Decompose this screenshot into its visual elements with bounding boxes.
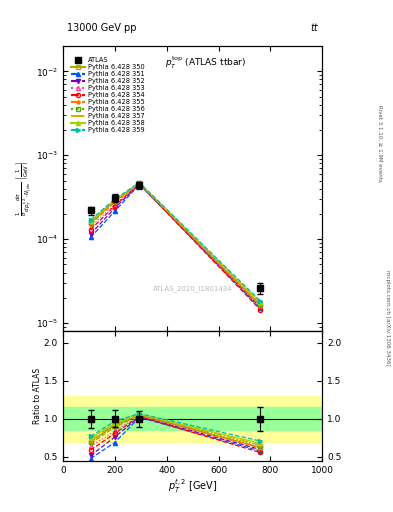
Text: ATLAS_2020_I1801434: ATLAS_2020_I1801434 <box>153 285 232 292</box>
X-axis label: $p_T^{t,2}$ [GeV]: $p_T^{t,2}$ [GeV] <box>168 477 217 495</box>
Bar <box>63 408 322 430</box>
Text: $p_T^\mathrm{top}$ (ATLAS ttbar): $p_T^\mathrm{top}$ (ATLAS ttbar) <box>165 55 246 71</box>
Text: Rivet 3.1.10, ≥ 1.9M events: Rivet 3.1.10, ≥ 1.9M events <box>377 105 382 182</box>
Legend: ATLAS, Pythia 6.428 350, Pythia 6.428 351, Pythia 6.428 352, Pythia 6.428 353, P: ATLAS, Pythia 6.428 350, Pythia 6.428 35… <box>68 54 147 136</box>
Text: 13000 GeV pp: 13000 GeV pp <box>67 23 136 33</box>
Y-axis label: Ratio to ATLAS: Ratio to ATLAS <box>33 368 42 424</box>
Y-axis label: $\frac{1}{\sigma}\frac{d\sigma}{d\,p_T^{t,2}\cdot N_\mathrm{jets}}\ \left[\frac{: $\frac{1}{\sigma}\frac{d\sigma}{d\,p_T^{… <box>15 161 34 216</box>
Text: tt: tt <box>310 23 318 33</box>
Text: mcplots.cern.ch [arXiv:1306.3436]: mcplots.cern.ch [arXiv:1306.3436] <box>385 270 389 365</box>
Bar <box>63 396 322 442</box>
